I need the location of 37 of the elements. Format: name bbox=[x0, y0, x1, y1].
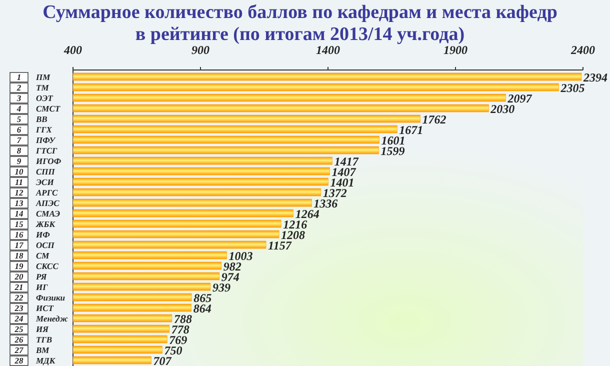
category-label: 7 ПФУ bbox=[16, 135, 56, 145]
category-label: 15 ЖБК bbox=[14, 219, 55, 229]
category-label: 14 СМАЭ bbox=[14, 208, 60, 218]
category-label: 1 ПМ bbox=[16, 72, 50, 82]
category-label: 12 АРГС bbox=[14, 188, 58, 198]
chart-title: Суммарное количество баллов по кафедрам и места кафедр в рейтинге (по итогам 2013/14 уч.года) bbox=[42, 2, 558, 45]
category-label: 27 ВМ bbox=[14, 345, 50, 355]
x-tick-label: 1900 bbox=[444, 43, 468, 57]
x-tick-label: 2400 bbox=[570, 43, 595, 57]
category-label: 26 ТГВ bbox=[14, 334, 52, 344]
category-label: 23 ИСТ bbox=[14, 303, 54, 313]
category-label: 9 ИГОФ bbox=[16, 156, 62, 166]
category-label: 28 МДК bbox=[14, 356, 56, 366]
category-label: 4 СМСТ bbox=[16, 104, 60, 114]
category-label: 21 ИГ bbox=[14, 282, 48, 292]
data-label: 1762 bbox=[422, 112, 446, 126]
data-label: 2305 bbox=[560, 81, 585, 95]
category-label: 11 ЭСИ bbox=[14, 177, 54, 187]
category-label: 16 ИФ bbox=[14, 230, 50, 240]
data-label: 2394 bbox=[582, 70, 608, 84]
category-label: 20 РЯ bbox=[14, 272, 47, 282]
x-tick-label: 1400 bbox=[316, 43, 340, 57]
category-label: 18 СМ bbox=[14, 250, 50, 260]
category-label: 10 СПП bbox=[14, 166, 55, 176]
category-label: 3 ОЭТ bbox=[16, 93, 53, 103]
category-label: 19 СКСС bbox=[14, 261, 58, 271]
category-label: 5 ВВ bbox=[16, 114, 48, 124]
category-label: 6 ГГХ bbox=[16, 124, 52, 134]
category-label: 24 Менедж bbox=[14, 314, 68, 324]
category-label: 17 ОСП bbox=[14, 240, 54, 250]
x-tick-label: 900 bbox=[192, 43, 210, 57]
category-label: 13 АПЭС bbox=[14, 198, 60, 208]
x-tick-label: 400 bbox=[63, 43, 82, 57]
category-label: 2 ТМ bbox=[16, 82, 49, 92]
category-label: 8 ГТСГ bbox=[16, 146, 58, 156]
category-label: 25 ИЯ bbox=[14, 324, 48, 334]
category-label: 22 Физики bbox=[14, 292, 66, 302]
